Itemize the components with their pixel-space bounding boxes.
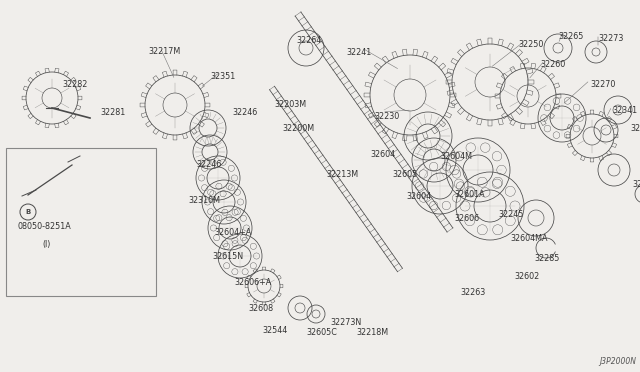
Text: 32217M: 32217M: [148, 47, 180, 56]
Text: 32602: 32602: [514, 272, 540, 281]
Text: 32604MA: 32604MA: [510, 234, 547, 243]
Text: 32138N: 32138N: [630, 124, 640, 133]
Text: 32604: 32604: [406, 192, 431, 201]
Text: (I): (I): [42, 240, 51, 249]
Text: 32222: 32222: [632, 180, 640, 189]
Bar: [6, 148, 156, 296]
Text: 32282: 32282: [62, 80, 88, 89]
Text: 32351: 32351: [210, 72, 236, 81]
Text: 32608: 32608: [248, 304, 273, 313]
Text: 32605: 32605: [392, 170, 417, 179]
Text: 32285: 32285: [534, 254, 559, 263]
Text: 32270: 32270: [590, 80, 616, 89]
Text: 32606: 32606: [454, 214, 479, 223]
Text: 32230: 32230: [374, 112, 399, 121]
Text: 32246: 32246: [232, 108, 257, 117]
Text: 32604M: 32604M: [440, 152, 472, 161]
Text: 32263: 32263: [460, 288, 485, 297]
Text: B: B: [26, 209, 31, 215]
Text: 32245: 32245: [498, 210, 524, 219]
Text: 32264: 32264: [296, 36, 321, 45]
Text: 32281: 32281: [100, 108, 125, 117]
Text: 32218M: 32218M: [356, 328, 388, 337]
Text: 32605C: 32605C: [306, 328, 337, 337]
Text: 08050-8251A: 08050-8251A: [18, 222, 72, 231]
Text: 32250: 32250: [518, 40, 543, 49]
Text: 32200M: 32200M: [282, 124, 314, 133]
Text: 32260: 32260: [540, 60, 565, 69]
Text: 32203M: 32203M: [274, 100, 306, 109]
Text: J3P2000N: J3P2000N: [599, 357, 636, 366]
Text: 32604+A: 32604+A: [214, 228, 252, 237]
Text: 32310M: 32310M: [188, 196, 220, 205]
Text: 32273: 32273: [598, 34, 623, 43]
Text: 32544: 32544: [262, 326, 287, 335]
Text: 32246: 32246: [196, 160, 221, 169]
Text: 32241: 32241: [346, 48, 371, 57]
Text: 32273N: 32273N: [330, 318, 361, 327]
Text: 32606+A: 32606+A: [234, 278, 271, 287]
Text: 32213M: 32213M: [326, 170, 358, 179]
Text: 32601A: 32601A: [454, 190, 484, 199]
Text: 32615N: 32615N: [212, 252, 243, 261]
Text: 32604: 32604: [370, 150, 395, 159]
Text: 32341: 32341: [612, 106, 637, 115]
Text: 32265: 32265: [558, 32, 584, 41]
